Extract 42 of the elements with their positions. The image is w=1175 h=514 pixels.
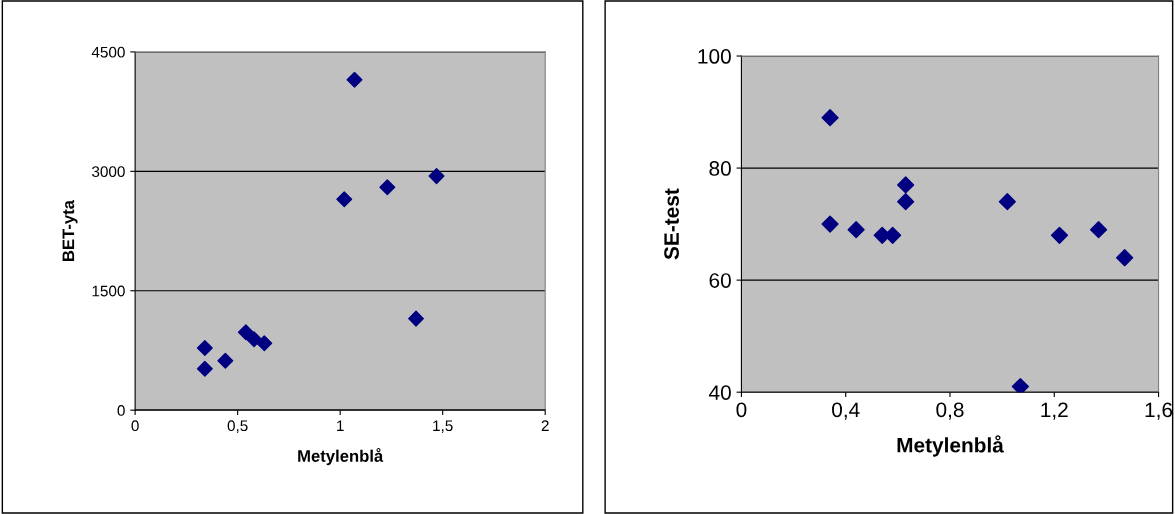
- x-axis-title: Metylenblå: [897, 435, 1004, 457]
- point: [408, 310, 425, 327]
- x-axis-title: Metylenblå: [298, 448, 384, 466]
- point: [897, 176, 915, 194]
- y-tick-label: 3000: [92, 166, 125, 178]
- x-tick-label: 0,8: [936, 402, 964, 420]
- point: [1116, 249, 1134, 267]
- x-tick-label: 2: [541, 420, 549, 431]
- x-tick-label: 1,5: [433, 420, 453, 433]
- point: [1089, 221, 1108, 239]
- x-tick-label: 0,4: [832, 402, 860, 420]
- y-axis-title: BET-yta: [62, 199, 78, 261]
- point: [237, 324, 254, 341]
- point: [196, 360, 213, 377]
- y-tick-label: 1500: [92, 285, 125, 297]
- y-tick-label: 40: [709, 385, 731, 400]
- y-tick-label: 100: [698, 49, 731, 64]
- point: [1011, 377, 1029, 393]
- point: [196, 340, 213, 357]
- point: [379, 179, 396, 196]
- x-tick-label: 1: [337, 420, 344, 431]
- point: [246, 331, 263, 348]
- point: [821, 215, 839, 233]
- point: [821, 109, 839, 127]
- point: [897, 193, 915, 211]
- y-tick-label: 80: [709, 161, 731, 176]
- x-tick-label: 0: [736, 402, 747, 418]
- point: [217, 352, 234, 369]
- y-axis-title: SE-test: [664, 188, 679, 260]
- y-tick-label: 60: [709, 273, 731, 288]
- point: [998, 193, 1016, 211]
- x-tick-label: 0,5: [227, 420, 248, 433]
- point: [1050, 226, 1069, 244]
- point: [346, 71, 363, 88]
- x-tick-label: 0: [131, 420, 139, 432]
- point: [428, 168, 445, 185]
- point: [847, 221, 865, 239]
- x-tick-label: 1,2: [1041, 402, 1068, 420]
- y-tick-label: 4500: [91, 46, 125, 58]
- point: [256, 335, 273, 352]
- x-tick-label: 1,6: [1145, 402, 1173, 420]
- point: [336, 191, 353, 208]
